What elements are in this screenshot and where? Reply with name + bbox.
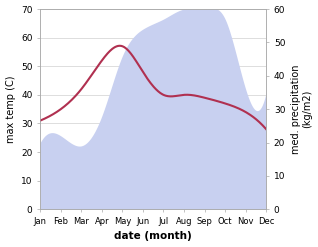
X-axis label: date (month): date (month) <box>114 231 192 242</box>
Y-axis label: max temp (C): max temp (C) <box>5 75 16 143</box>
Y-axis label: med. precipitation
(kg/m2): med. precipitation (kg/m2) <box>291 64 313 154</box>
